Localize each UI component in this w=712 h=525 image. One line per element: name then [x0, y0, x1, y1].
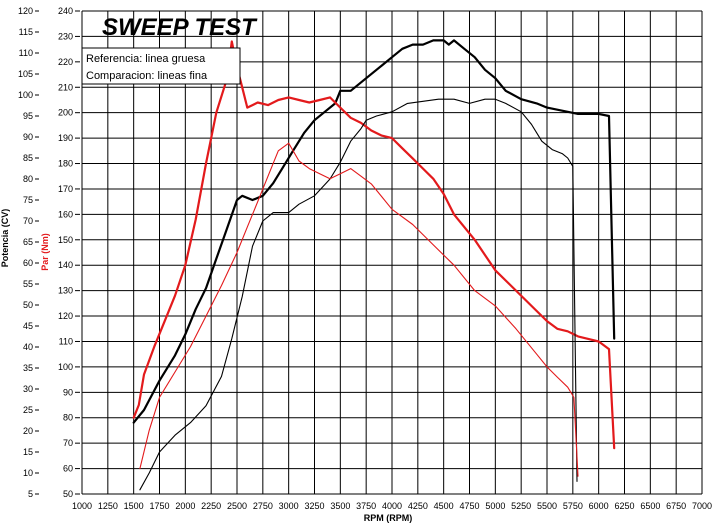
x-tick-label: 4250	[408, 501, 428, 511]
right-tick-label: 240	[58, 6, 73, 16]
right-tick-label: 120	[58, 311, 73, 321]
left-tick-label: 120	[18, 6, 33, 16]
left-tick-label: 10	[23, 468, 33, 478]
x-tick-label: 7000	[692, 501, 712, 511]
right-tick-label: 190	[58, 133, 73, 143]
x-tick-label: 2250	[201, 501, 221, 511]
right-tick-label: 110	[59, 336, 73, 346]
right-tick-label: 170	[58, 184, 73, 194]
chart-title: SWEEP TEST	[102, 14, 258, 41]
left-tick-label: 20	[23, 426, 33, 436]
x-tick-label: 4000	[382, 501, 402, 511]
y-axis-left-label: Potencia (CV)	[0, 209, 10, 268]
y-axis-right-label: Par (Nm)	[40, 233, 50, 271]
left-tick-label: 15	[23, 447, 33, 457]
x-tick-label: 5000	[485, 501, 505, 511]
x-tick-label: 2750	[253, 501, 273, 511]
x-tick-label: 5500	[537, 501, 557, 511]
right-tick-label: 80	[63, 413, 73, 423]
x-tick-label: 6250	[614, 501, 634, 511]
x-tick-label: 1000	[72, 501, 92, 511]
x-tick-label: 5750	[563, 501, 583, 511]
x-tick-label: 6000	[589, 501, 609, 511]
x-tick-label: 2500	[227, 501, 247, 511]
x-axis-label: RPM (RPM)	[364, 513, 413, 523]
left-tick-label: 65	[23, 237, 33, 247]
x-tick-label: 4750	[459, 501, 479, 511]
series-line-power-comparison	[139, 98, 578, 491]
right-tick-label: 230	[58, 31, 73, 41]
x-tick-label: 1750	[149, 501, 169, 511]
x-tick-label: 3000	[279, 501, 299, 511]
x-tick-label: 3500	[330, 501, 350, 511]
series-line-torque-reference	[132, 40, 616, 450]
right-tick-label: 220	[58, 57, 73, 67]
right-tick-label: 150	[58, 235, 73, 245]
x-axis-ticks: 1000 1250 1500 1750 2000 2250 2500 2750 3000 3250…	[72, 501, 712, 511]
right-tick-label: 200	[58, 108, 73, 118]
left-tick-label: 35	[23, 363, 33, 373]
right-tick-label: 50	[63, 489, 73, 499]
left-tick-label: 5	[28, 489, 33, 499]
x-tick-label: 6500	[640, 501, 660, 511]
series-line-power-reference	[132, 39, 616, 424]
right-tick-label: 180	[58, 159, 73, 169]
left-tick-label: 105	[18, 69, 33, 79]
right-tick-label: 60	[63, 464, 73, 474]
left-tick-label: 80	[23, 174, 33, 184]
left-tick-label: 75	[23, 195, 33, 205]
legend-entry-reference: Referencia: linea gruesa	[86, 53, 206, 65]
right-tick-label: 100	[58, 362, 73, 372]
x-tick-label: 3750	[356, 501, 376, 511]
left-tick-label: 25	[23, 405, 33, 415]
series-line-torque-comparison	[139, 142, 579, 477]
x-tick-label: 1500	[124, 501, 144, 511]
x-tick-label: 4500	[434, 501, 454, 511]
left-axis-ticks: 5 10 15 20 25 30 35 40 45 50 55 60 65 70 75 80 85 90 95 100…	[18, 6, 39, 499]
left-tick-label: 60	[23, 258, 33, 268]
legend-entry-comparison: Comparacion: lineas fina	[86, 70, 208, 82]
right-tick-label: 140	[58, 260, 73, 270]
right-tick-label: 90	[63, 387, 73, 397]
left-tick-label: 55	[23, 279, 33, 289]
right-tick-label: 160	[58, 209, 73, 219]
x-tick-label: 2000	[175, 501, 195, 511]
left-tick-label: 110	[19, 48, 33, 58]
left-tick-label: 95	[23, 111, 33, 121]
left-tick-label: 50	[23, 300, 33, 310]
left-tick-label: 70	[23, 216, 33, 226]
left-tick-label: 100	[18, 90, 33, 100]
x-tick-label: 5250	[511, 501, 531, 511]
right-tick-label: 70	[63, 438, 73, 448]
series-layer	[132, 39, 616, 491]
left-tick-label: 85	[23, 153, 33, 163]
left-tick-label: 115	[19, 27, 33, 37]
grid-lines	[81, 10, 703, 495]
right-tick-label: 130	[58, 286, 73, 296]
legend-box	[81, 47, 241, 85]
x-tick-label: 3250	[304, 501, 324, 511]
x-tick-label: 1250	[98, 501, 118, 511]
right-axis-ticks: 50 60 70 80 90 100 110 120 130 140 150 160 170 180 190…	[58, 6, 80, 499]
left-tick-label: 30	[23, 384, 33, 394]
right-tick-label: 210	[58, 82, 73, 92]
legend: Referencia: linea gruesa Comparacion: li…	[81, 47, 241, 85]
left-tick-label: 90	[23, 132, 33, 142]
x-tick-label: 6750	[666, 501, 686, 511]
left-tick-label: 40	[23, 342, 33, 352]
left-tick-label: 45	[23, 321, 33, 331]
